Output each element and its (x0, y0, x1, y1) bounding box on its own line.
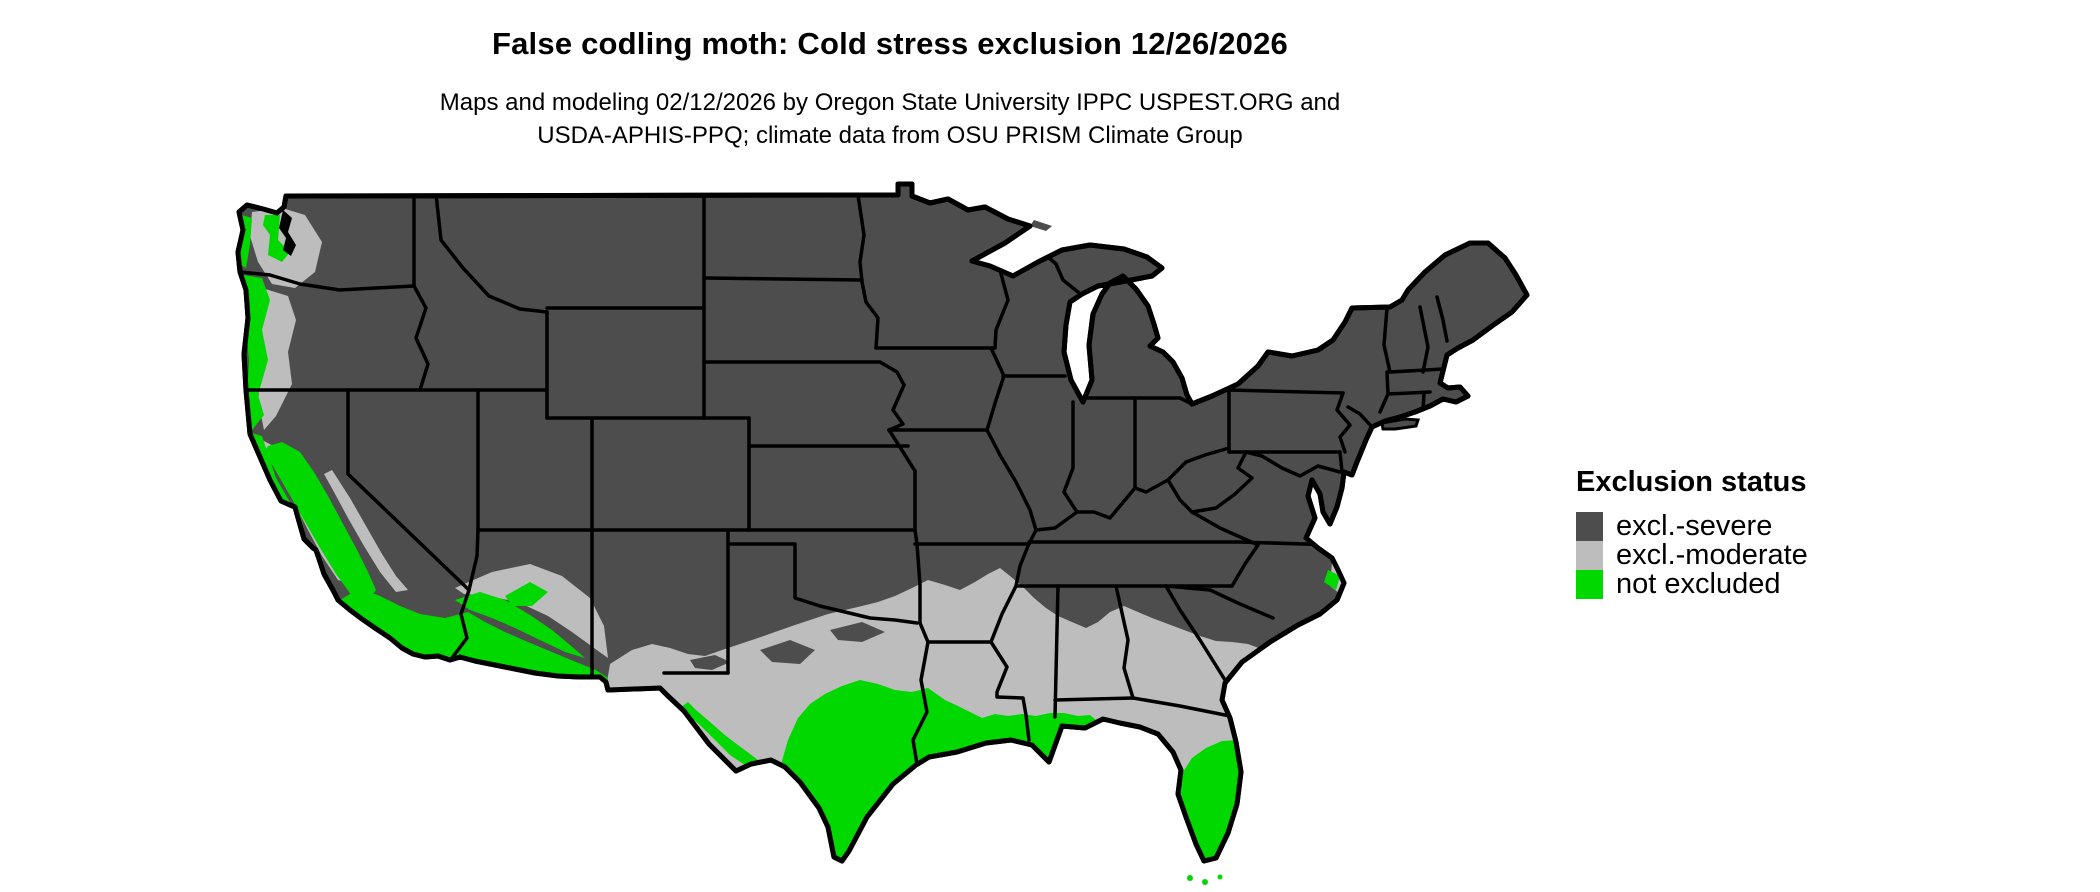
legend-swatch-moderate (1576, 541, 1603, 570)
border-ca-nv-az (346, 388, 471, 660)
isle-royale (1030, 220, 1052, 231)
green-phoenix-finger (505, 582, 548, 606)
legend-label-not-excluded: not excluded (1616, 568, 1781, 600)
border-mo-nw-river (887, 428, 917, 473)
moderate-sierra-fringe (324, 470, 408, 592)
border-mississippi-river (985, 346, 1038, 742)
green-florida-peninsula (1180, 740, 1241, 861)
green-outer-banks (1324, 570, 1340, 590)
border-ga-sc (1164, 584, 1227, 682)
border-tx-ok (726, 542, 919, 625)
subtitle-line-2: USDA-APHIS-PPQ; climate data from OSU PR… (537, 122, 1243, 149)
border-mi-south (1083, 396, 1194, 406)
border-nd-sd (702, 276, 864, 282)
border-tx-la-sabine (911, 621, 930, 766)
border-delaware-river (1335, 391, 1352, 454)
green-channel-island1 (329, 627, 335, 633)
state-borders (238, 192, 1449, 766)
keys-dot1 (1187, 875, 1193, 881)
legend-swatch-not-excluded (1576, 570, 1603, 599)
border-mn-west (856, 193, 880, 350)
legend-item-severe: excl.-severe (1576, 512, 1808, 541)
moderate-or-fringe (258, 288, 296, 430)
border-ne-ia-missouri-river (887, 383, 906, 432)
puget-sound (279, 210, 296, 256)
border-or-id (412, 284, 430, 392)
florida-keys (1187, 874, 1223, 885)
moderate-az-fringe (455, 564, 608, 658)
border-tn-nc (1230, 543, 1260, 588)
border-ky-tn-va-nc (1027, 540, 1338, 547)
regions-severe-patches (690, 622, 885, 670)
green-central-valley (264, 442, 376, 600)
legend-item-not-excluded: not excluded (1576, 570, 1808, 599)
green-socal-az-band (340, 588, 608, 694)
keys-dot3 (1217, 874, 1223, 880)
border-31st-parallel-ga-fl (1053, 696, 1232, 718)
border-ny-nj (1346, 405, 1374, 429)
border-nv-az (467, 528, 480, 592)
border-al-ga (1114, 584, 1135, 700)
title-block: False codling moth: Cold stress exclusio… (240, 0, 1540, 152)
border-id-mt (434, 192, 549, 314)
border-md-de (1338, 450, 1344, 474)
green-puget (263, 215, 290, 262)
legend-item-moderate: excl.-moderate (1576, 541, 1808, 570)
border-wv-ky (1166, 478, 1194, 514)
keys-dot2 (1202, 879, 1208, 885)
border-nh-me (1435, 295, 1449, 343)
border-ne-sd (702, 360, 906, 387)
green-channel-island2 (349, 637, 355, 643)
green-imperial-phoenix (455, 592, 585, 658)
severe-patch-tx2 (830, 622, 885, 642)
border-ky-va (1190, 510, 1260, 547)
subtitle: Maps and modeling 02/12/2026 by Oregon S… (240, 86, 1540, 152)
border-ms-al (1053, 584, 1060, 719)
green-channel-island3 (370, 646, 374, 650)
border-ma-north (1388, 367, 1445, 374)
legend-label-moderate: excl.-moderate (1616, 539, 1808, 571)
green-sc-coast-dot2 (1251, 666, 1255, 670)
border-wa-or (238, 270, 416, 292)
border-vt-nh (1418, 305, 1430, 374)
green-riogrande-strip (680, 702, 772, 775)
border-potomac-md-va (1244, 450, 1342, 478)
severe-patch-nm (690, 655, 730, 670)
severe-patch-tx1 (760, 640, 815, 664)
border-nc-sc (1164, 584, 1275, 620)
border-ny-vt (1382, 306, 1392, 374)
subtitle-line-1: Maps and modeling 02/12/2026 by Oregon S… (439, 89, 1341, 116)
legend-swatch-severe (1576, 512, 1603, 541)
border-wv-va (1190, 450, 1254, 514)
coastline-stroke (235, 181, 1530, 864)
border-il-in (1062, 400, 1079, 514)
border-ny-pa (1227, 388, 1345, 395)
legend-label-severe: excl.-severe (1616, 510, 1773, 542)
legend-title: Exclusion status (1576, 466, 1807, 498)
page-title: False codling moth: Cold stress exclusio… (491, 26, 1288, 61)
legend: Exclusion status excl.-severe excl.-mode… (1576, 466, 1808, 599)
border-ohio-river (1034, 446, 1231, 532)
